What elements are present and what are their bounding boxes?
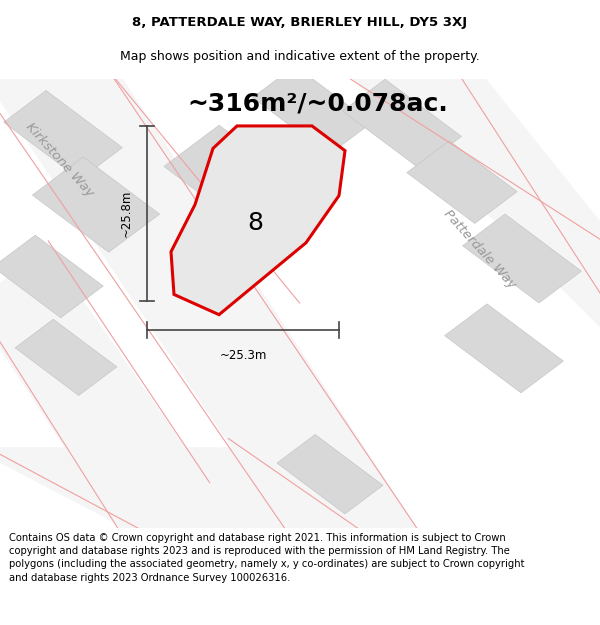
Polygon shape xyxy=(4,91,122,179)
Polygon shape xyxy=(463,214,581,303)
Text: Kirkstone Way: Kirkstone Way xyxy=(23,120,97,199)
Polygon shape xyxy=(0,235,103,318)
Polygon shape xyxy=(277,434,383,514)
Polygon shape xyxy=(171,126,345,314)
Text: 8: 8 xyxy=(247,211,263,234)
Polygon shape xyxy=(407,141,517,223)
Polygon shape xyxy=(253,66,371,155)
Text: 8, PATTERDALE WAY, BRIERLEY HILL, DY5 3XJ: 8, PATTERDALE WAY, BRIERLEY HILL, DY5 3X… xyxy=(133,16,467,29)
Text: Map shows position and indicative extent of the property.: Map shows position and indicative extent… xyxy=(120,50,480,63)
Text: ~25.3m: ~25.3m xyxy=(220,349,266,362)
Polygon shape xyxy=(330,56,600,358)
Polygon shape xyxy=(0,56,432,551)
Text: Contains OS data © Crown copyright and database right 2021. This information is : Contains OS data © Crown copyright and d… xyxy=(9,533,524,582)
Polygon shape xyxy=(164,125,304,230)
Polygon shape xyxy=(0,448,408,551)
Text: Patterdale Way: Patterdale Way xyxy=(442,208,518,291)
Polygon shape xyxy=(343,79,461,168)
Polygon shape xyxy=(15,319,117,396)
Polygon shape xyxy=(0,249,210,551)
Text: ~25.8m: ~25.8m xyxy=(119,190,133,238)
Polygon shape xyxy=(445,304,563,393)
Polygon shape xyxy=(32,157,160,252)
Text: ~316m²/~0.078ac.: ~316m²/~0.078ac. xyxy=(188,91,448,116)
